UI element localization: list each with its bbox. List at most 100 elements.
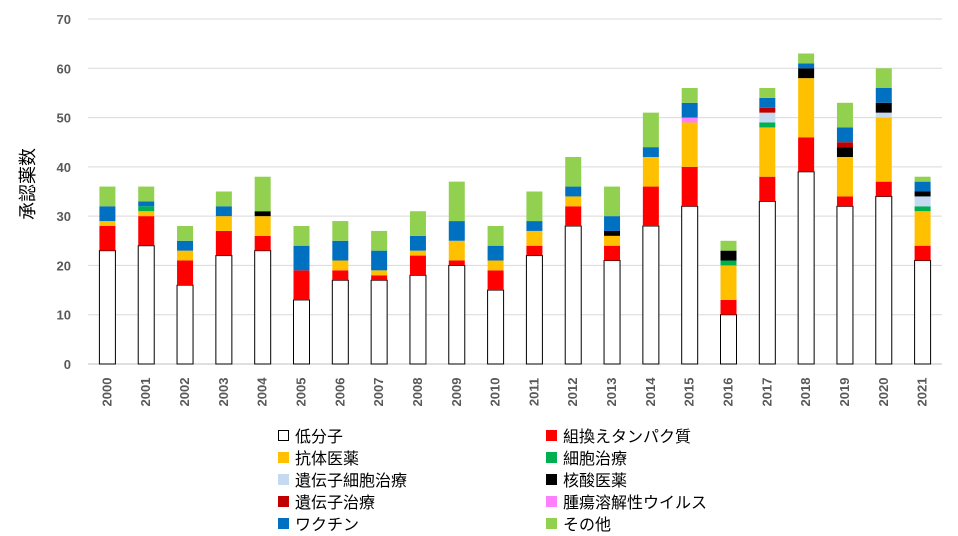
bar-segment <box>371 230 388 251</box>
bar-segment <box>99 206 116 222</box>
bar-segment <box>642 186 659 226</box>
bar-segment <box>914 245 931 261</box>
bar-segment <box>604 245 621 261</box>
y-axis-label: 承認薬数 <box>18 148 39 220</box>
legend-swatch <box>546 429 557 441</box>
bar-segment <box>565 186 582 197</box>
x-tick-label: 2017 <box>759 378 774 407</box>
bar-segment <box>720 265 737 300</box>
bar-segment <box>177 226 194 241</box>
bar-segment <box>99 221 116 226</box>
legend-label: 低分子 <box>295 427 344 446</box>
bar-segment <box>565 157 582 187</box>
bar-segment <box>293 226 310 246</box>
legend-swatch <box>546 451 557 463</box>
bar-segment <box>798 78 815 138</box>
legend-swatch <box>546 495 557 507</box>
legend-label: 遺伝子細胞治療 <box>295 471 408 490</box>
bar-segment <box>526 221 543 231</box>
bar-segment <box>604 186 621 217</box>
bar-segment <box>681 102 698 118</box>
x-tick-label: 2019 <box>837 378 852 407</box>
bar-segment <box>914 196 931 207</box>
bar-segment <box>681 117 698 123</box>
legend-item: 遺伝子治療 <box>278 490 375 512</box>
bar-segment <box>526 230 543 246</box>
bar-segment <box>914 181 931 192</box>
bar-segment <box>681 122 698 167</box>
bar-segment <box>138 216 155 246</box>
legend-item: 腫瘍溶解性ウイルス <box>546 490 707 512</box>
bar-segment <box>681 88 698 103</box>
bar-segment <box>681 166 698 207</box>
bar-segment <box>875 195 893 365</box>
bar-segment <box>875 181 892 197</box>
legend-label: 抗体医薬 <box>295 449 360 468</box>
bar-segment <box>875 112 892 118</box>
bar-segment <box>293 299 310 365</box>
bar-segment <box>759 112 776 123</box>
x-tick-label: 2021 <box>915 378 930 407</box>
bar-segment <box>759 107 776 113</box>
legend-swatch <box>278 517 289 529</box>
bar-segment <box>525 255 543 365</box>
bar-segment <box>565 196 582 207</box>
bar-segment <box>720 240 737 251</box>
bar-segment <box>836 142 853 148</box>
legend-item: 低分子 <box>278 424 343 446</box>
legend-swatch <box>278 473 289 485</box>
bar-segment <box>604 216 621 231</box>
bar-segment <box>681 205 699 365</box>
bar-segment <box>331 279 349 365</box>
bar-segment <box>409 255 426 276</box>
legend-item: 抗体医薬 <box>278 446 359 468</box>
x-tick-label: 2015 <box>682 378 697 407</box>
bar-segment <box>565 206 582 226</box>
bar-segment <box>798 137 815 172</box>
bar-segment <box>487 270 504 291</box>
y-tick-label: 60 <box>57 61 71 76</box>
y-tick-label: 50 <box>57 111 71 126</box>
x-tick-label: 2008 <box>410 378 425 407</box>
bar-segment <box>138 186 155 202</box>
y-tick-label: 70 <box>57 12 71 27</box>
x-tick-label: 2001 <box>138 378 153 407</box>
bar-segment <box>642 157 659 187</box>
bar-segment <box>526 245 543 256</box>
legend-swatch <box>278 495 289 507</box>
legend-label: 細胞治療 <box>563 449 628 468</box>
bar-segment <box>720 299 737 315</box>
x-tick-label: 2016 <box>721 378 736 407</box>
bar-segment <box>720 314 737 365</box>
x-tick-label: 2011 <box>526 378 541 406</box>
bar-segment <box>332 240 349 261</box>
bar-segment <box>914 176 931 182</box>
bar-segment <box>487 226 504 246</box>
x-tick-label: 2014 <box>643 377 658 407</box>
bar-segment <box>409 235 426 251</box>
bar-segment <box>604 235 621 246</box>
legend-label: ワクチン <box>295 515 360 534</box>
bar-segment <box>642 147 659 157</box>
bar-segment <box>642 225 660 365</box>
legend-swatch <box>278 451 289 463</box>
bar-segment <box>332 270 349 281</box>
bar-segment <box>332 221 349 241</box>
bar-segment <box>448 221 465 241</box>
legend-label: 腫瘍溶解性ウイルス <box>563 493 708 512</box>
legend-item: その他 <box>546 512 611 534</box>
y-tick-label: 30 <box>57 209 71 224</box>
bar-segment <box>215 191 232 207</box>
x-tick-label: 2009 <box>449 378 464 407</box>
bar-segment <box>798 63 815 69</box>
legend-swatch <box>546 473 557 485</box>
bar-segment <box>836 147 853 157</box>
legend-item: 核酸医薬 <box>546 468 627 490</box>
bar-segment <box>371 275 388 281</box>
bar-segment <box>875 88 892 103</box>
x-tick-label: 2006 <box>332 378 347 407</box>
legend-item: 細胞治療 <box>546 446 627 468</box>
bar-segment <box>215 255 233 365</box>
x-tick-label: 2012 <box>565 378 580 407</box>
bar-segment <box>875 68 892 88</box>
